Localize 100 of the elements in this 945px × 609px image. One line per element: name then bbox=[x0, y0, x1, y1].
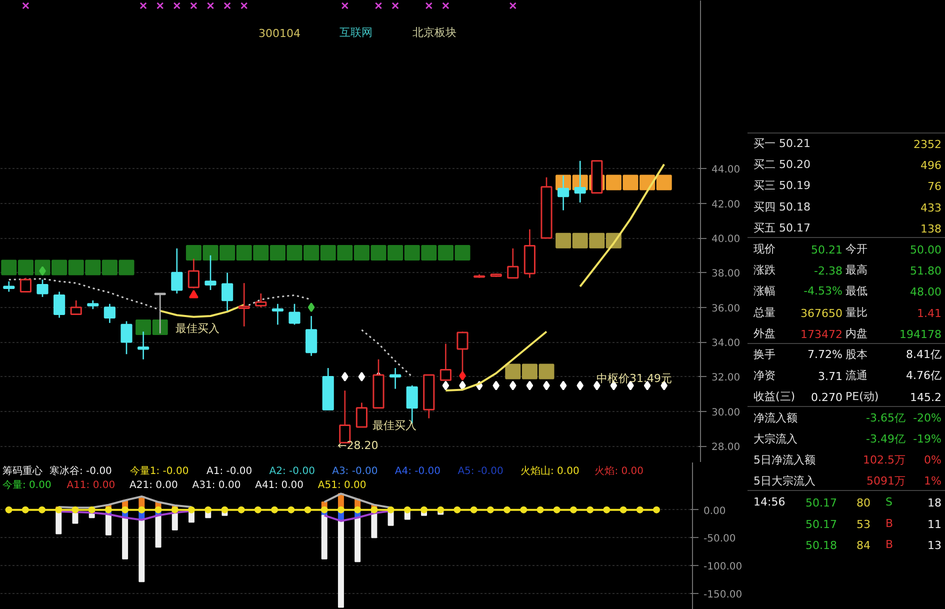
annotation: 最佳买入 bbox=[372, 419, 416, 432]
annotation: 300104 bbox=[258, 27, 300, 40]
text: 今开 bbox=[846, 242, 868, 256]
annotation: 最佳买入 bbox=[176, 322, 220, 335]
text: 0% bbox=[924, 454, 942, 466]
annotation: A4: -0.00 bbox=[394, 466, 441, 477]
text: 145.2 bbox=[910, 391, 942, 404]
annotation: 中枢价31.49元 bbox=[596, 372, 672, 385]
text: -3.65亿 bbox=[866, 411, 906, 424]
text: 496 bbox=[920, 159, 942, 172]
annotation: 互联网 bbox=[339, 26, 372, 39]
text: 50.17 bbox=[806, 496, 837, 510]
text: 50.21 bbox=[811, 244, 843, 256]
text: 最高 bbox=[846, 264, 868, 277]
text: 0.270 bbox=[811, 391, 843, 404]
text: 53 bbox=[856, 518, 871, 531]
text: 2352 bbox=[914, 138, 942, 151]
text: 量比 bbox=[846, 306, 868, 319]
y-tick-label: 0.00 bbox=[704, 506, 726, 517]
text: 4.76亿 bbox=[906, 369, 942, 382]
text: -19% bbox=[913, 432, 942, 446]
text: S bbox=[886, 496, 892, 509]
annotation: 今量: 0.00 bbox=[2, 479, 52, 491]
text: B bbox=[886, 538, 894, 551]
text: 367650 bbox=[800, 306, 843, 320]
annotation: A11: 0.00 bbox=[66, 480, 116, 491]
text: 5091万 bbox=[866, 474, 906, 488]
text: 股本 bbox=[846, 348, 868, 361]
text: 5日大宗流入 bbox=[754, 474, 816, 488]
text: 涨幅 bbox=[754, 284, 776, 298]
text: -3.49亿 bbox=[866, 432, 906, 446]
annotation: A1: -0.00 bbox=[206, 466, 252, 477]
annotation: 火焰山: 0.00 bbox=[520, 465, 580, 477]
text: 总量 bbox=[752, 306, 776, 319]
text: -2.38 bbox=[814, 264, 843, 278]
y-tick-label: 32.00 bbox=[712, 372, 740, 384]
y-tick-label: 42.00 bbox=[712, 199, 740, 210]
annotation: 火焰: 0.00 bbox=[594, 465, 644, 477]
text: 买一 50.21 bbox=[754, 137, 810, 150]
text: 102.5万 bbox=[863, 454, 906, 466]
y-tick-label: -100.00 bbox=[704, 562, 742, 573]
text: 18 bbox=[928, 496, 942, 510]
text: 内盘 bbox=[846, 326, 868, 340]
annotation: A3: -0.00 bbox=[332, 466, 378, 477]
text: 50.17 bbox=[806, 518, 837, 531]
text: 84 bbox=[856, 538, 871, 552]
text: 50.18 bbox=[806, 538, 837, 552]
text: 外盘 bbox=[754, 326, 776, 340]
text: -4.53% bbox=[804, 284, 843, 298]
text: 现价 bbox=[754, 242, 776, 256]
text: 净资 bbox=[754, 369, 776, 382]
y-tick-label: 38.00 bbox=[712, 268, 740, 280]
annotation: A51: 0.00 bbox=[318, 480, 366, 491]
y-tick-label: 44.00 bbox=[712, 164, 740, 176]
text: 80 bbox=[856, 496, 871, 510]
text: 1% bbox=[924, 474, 942, 488]
text: 最低 bbox=[846, 284, 868, 298]
text: 14:56 bbox=[754, 496, 786, 509]
text: 51.80 bbox=[910, 264, 942, 278]
y-tick-label: 34.00 bbox=[712, 338, 740, 350]
text: 138 bbox=[920, 222, 942, 236]
text: 买二 50.20 bbox=[754, 158, 810, 172]
annotation: 北京板块 bbox=[412, 26, 456, 39]
y-tick-label: -50.00 bbox=[704, 534, 736, 545]
text: 50.00 bbox=[910, 244, 942, 256]
text: 买五 50.17 bbox=[754, 221, 810, 234]
text: 净流入额 bbox=[754, 411, 798, 424]
text: -20% bbox=[913, 411, 942, 424]
text: 76 bbox=[928, 180, 942, 194]
text: 5日净流入额 bbox=[754, 454, 816, 466]
text: 48.00 bbox=[910, 286, 942, 299]
text: 7.72% bbox=[808, 348, 843, 361]
annotation: A5: -0.00 bbox=[458, 466, 504, 477]
text: B bbox=[886, 516, 894, 530]
text: 1.41 bbox=[917, 306, 942, 320]
text: 收益(三) bbox=[754, 390, 796, 404]
annotation: ←28.20 bbox=[338, 439, 378, 452]
text: 13 bbox=[928, 538, 942, 552]
y-tick-label: 28.00 bbox=[712, 442, 740, 454]
text: 194178 bbox=[900, 328, 942, 341]
text: PE(动) bbox=[846, 390, 879, 404]
text: 433 bbox=[920, 201, 942, 214]
text: 8.41亿 bbox=[906, 348, 942, 361]
annotation: 今量1: -0.00 bbox=[130, 465, 189, 477]
text: 11 bbox=[928, 518, 942, 531]
annotation: 筹码重心 bbox=[2, 465, 42, 477]
annotation: A31: 0.00 bbox=[192, 480, 241, 491]
y-tick-label: 30.00 bbox=[712, 407, 740, 418]
text: 流通 bbox=[846, 369, 868, 382]
text: 173472 bbox=[800, 328, 843, 341]
y-tick-label: -150.00 bbox=[704, 589, 742, 600]
annotation: A41: 0.00 bbox=[255, 480, 304, 491]
annotation: 寒冰谷: -0.00 bbox=[50, 465, 112, 477]
text: 买四 50.18 bbox=[754, 200, 810, 214]
text: 换手 bbox=[754, 348, 776, 361]
annotation: A21: 0.00 bbox=[130, 480, 178, 491]
text: 涨跌 bbox=[754, 264, 776, 277]
text: 买三 50.19 bbox=[754, 179, 810, 192]
text: 大宗流入 bbox=[754, 432, 798, 446]
annotation: A2: -0.00 bbox=[269, 466, 315, 477]
